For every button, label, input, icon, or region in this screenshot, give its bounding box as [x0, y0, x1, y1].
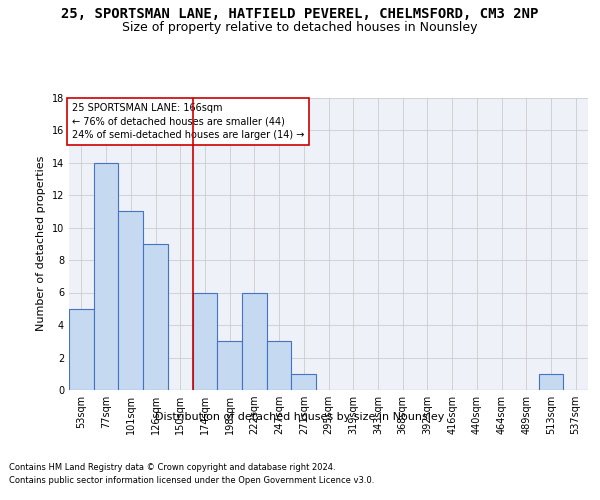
Bar [539, 374, 563, 390]
Bar [118, 211, 143, 390]
Bar [143, 244, 168, 390]
Text: Distribution of detached houses by size in Nounsley: Distribution of detached houses by size … [155, 412, 445, 422]
Bar [69, 308, 94, 390]
Bar [292, 374, 316, 390]
Text: 25, SPORTSMAN LANE, HATFIELD PEVEREL, CHELMSFORD, CM3 2NP: 25, SPORTSMAN LANE, HATFIELD PEVEREL, CH… [61, 8, 539, 22]
Bar [217, 341, 242, 390]
Bar [94, 162, 118, 390]
Text: Size of property relative to detached houses in Nounsley: Size of property relative to detached ho… [122, 21, 478, 34]
Bar [242, 292, 267, 390]
Y-axis label: Number of detached properties: Number of detached properties [36, 156, 46, 332]
Text: Contains public sector information licensed under the Open Government Licence v3: Contains public sector information licen… [9, 476, 374, 485]
Text: 25 SPORTSMAN LANE: 166sqm
← 76% of detached houses are smaller (44)
24% of semi-: 25 SPORTSMAN LANE: 166sqm ← 76% of detac… [71, 104, 304, 140]
Text: Contains HM Land Registry data © Crown copyright and database right 2024.: Contains HM Land Registry data © Crown c… [9, 462, 335, 471]
Bar [267, 341, 292, 390]
Bar [193, 292, 217, 390]
